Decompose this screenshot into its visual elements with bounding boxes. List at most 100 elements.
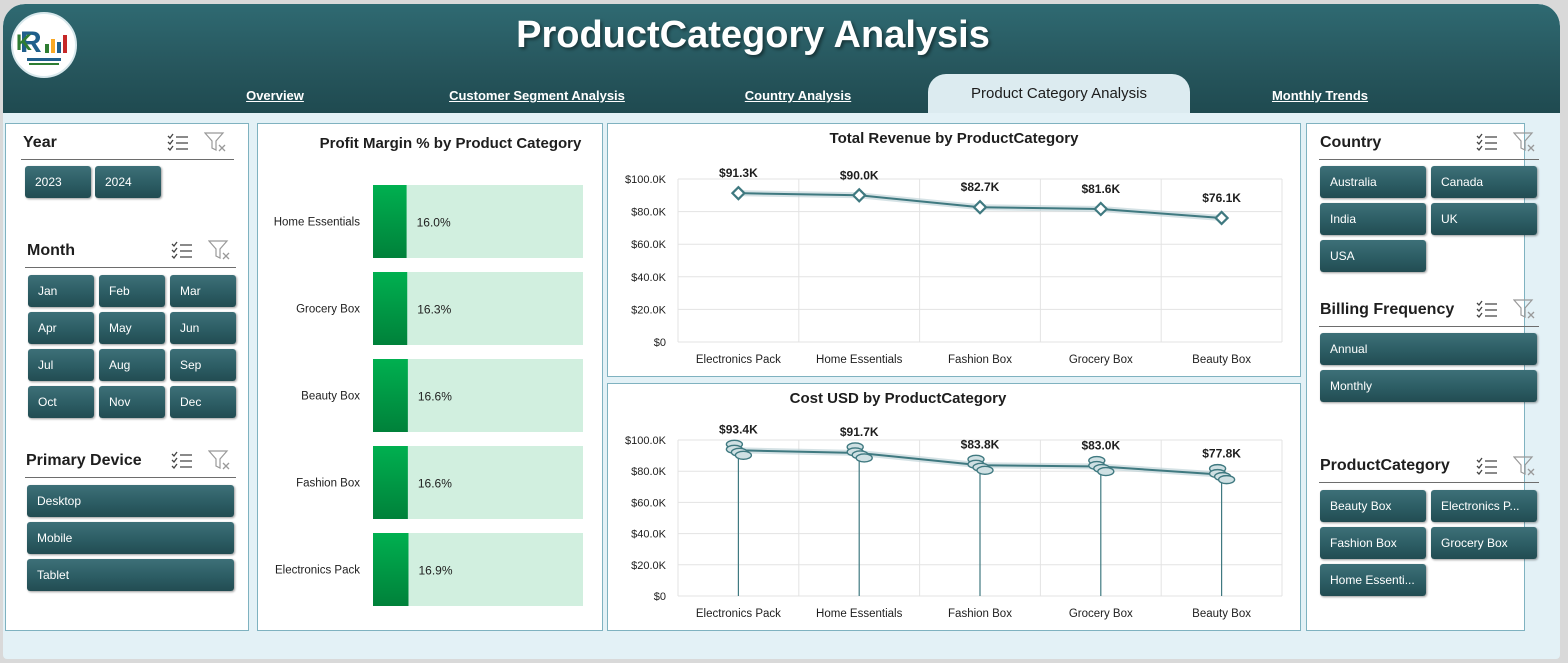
y-tick-label: $20.0K xyxy=(631,304,667,316)
month-sep-button[interactable]: Sep xyxy=(170,349,236,381)
year-2023-button[interactable]: 2023 xyxy=(25,166,91,198)
bar-value-label: 16.6% xyxy=(418,390,452,404)
billing-annual-button[interactable]: Annual xyxy=(1320,333,1537,365)
coin-stack-marker[interactable] xyxy=(1208,463,1236,485)
category-electronics-pack-button[interactable]: Electronics P... xyxy=(1431,490,1537,522)
data-point-marker[interactable] xyxy=(972,199,988,215)
multi-select-icon[interactable] xyxy=(1475,132,1499,152)
month-dec-button[interactable]: Dec xyxy=(170,386,236,418)
tab-customer-segment-analysis[interactable]: Customer Segment Analysis xyxy=(449,88,625,103)
y-tick-label: $100.0K xyxy=(625,435,667,447)
bar-category-label: Home Essentials xyxy=(274,217,361,229)
bar-electronics-pack[interactable] xyxy=(373,533,409,606)
month-oct-button[interactable]: Oct xyxy=(28,386,94,418)
slicer-divider xyxy=(1319,159,1539,160)
x-tick-label: Fashion Box xyxy=(948,608,1012,620)
data-point-marker[interactable] xyxy=(1093,201,1109,217)
country-india-button[interactable]: India xyxy=(1320,203,1426,235)
x-tick-label: Home Essentials xyxy=(816,608,903,620)
bar-grocery-box[interactable] xyxy=(373,272,408,345)
x-tick-label: Electronics Pack xyxy=(696,354,781,366)
month-may-button[interactable]: May xyxy=(99,312,165,344)
y-tick-label: $60.0K xyxy=(631,497,667,509)
country-canada-button[interactable]: Canada xyxy=(1431,166,1537,198)
slicer-divider xyxy=(25,477,236,478)
data-label: $82.7K xyxy=(961,180,1000,194)
data-label: $76.1K xyxy=(1202,191,1241,205)
x-tick-label: Beauty Box xyxy=(1192,608,1251,620)
month-jun-button[interactable]: Jun xyxy=(170,312,236,344)
clear-filter-icon[interactable] xyxy=(208,240,232,260)
tab-product-category-analysis[interactable]: Product Category Analysis xyxy=(928,74,1190,113)
tab-overview[interactable]: Overview xyxy=(246,88,304,103)
bar-category-label: Electronics Pack xyxy=(275,565,360,577)
month-aug-button[interactable]: Aug xyxy=(99,349,165,381)
data-label: $93.4K xyxy=(719,422,758,436)
month-nov-button[interactable]: Nov xyxy=(99,386,165,418)
cost-chart-panel: Cost USD by ProductCategory $0 $20.0K $40.… xyxy=(607,383,1301,631)
slicer-divider xyxy=(21,159,234,160)
data-point-marker[interactable] xyxy=(851,187,867,203)
svg-text:R: R xyxy=(20,26,42,59)
bar-home-essentials[interactable] xyxy=(373,185,407,258)
bar-beauty-box[interactable] xyxy=(373,359,408,432)
category-home-essentials-button[interactable]: Home Essenti... xyxy=(1320,564,1426,596)
tab-country-analysis[interactable]: Country Analysis xyxy=(744,88,852,103)
coin-stack-marker[interactable] xyxy=(1088,455,1115,477)
country-uk-button[interactable]: UK xyxy=(1431,203,1537,235)
clear-filter-icon[interactable] xyxy=(208,450,232,470)
bar-value-label: 16.9% xyxy=(418,564,452,578)
multi-select-icon[interactable] xyxy=(1475,456,1499,476)
multi-select-icon[interactable] xyxy=(170,450,194,470)
coin-stack-marker[interactable] xyxy=(967,454,994,475)
category-fashion-box-button[interactable]: Fashion Box xyxy=(1320,527,1426,559)
clear-filter-icon[interactable] xyxy=(1513,132,1537,152)
month-jul-button[interactable]: Jul xyxy=(28,349,94,381)
category-grocery-box-button[interactable]: Grocery Box xyxy=(1431,527,1537,559)
billing-monthly-button[interactable]: Monthly xyxy=(1320,370,1537,402)
page-title: ProductCategory Analysis xyxy=(516,14,990,56)
profit-margin-chart-title: Profit Margin % by Product Category xyxy=(319,135,582,152)
country-slicer-title: Country xyxy=(1320,134,1382,151)
bar-value-label: 16.0% xyxy=(417,216,451,230)
data-label: $91.7K xyxy=(840,425,879,439)
device-tablet-button[interactable]: Tablet xyxy=(27,559,234,591)
x-tick-label: Grocery Box xyxy=(1069,608,1133,620)
country-australia-button[interactable]: Australia xyxy=(1320,166,1426,198)
clear-filter-icon[interactable] xyxy=(1513,456,1537,476)
clear-filter-icon[interactable] xyxy=(1513,299,1537,319)
tab-monthly-trends[interactable]: Monthly Trends xyxy=(1271,88,1369,103)
country-usa-button[interactable]: USA xyxy=(1320,240,1426,272)
data-label: $83.8K xyxy=(961,437,1000,451)
multi-select-icon[interactable] xyxy=(170,240,194,260)
coin-stack-marker[interactable] xyxy=(725,439,753,460)
x-tick-label: Beauty Box xyxy=(1192,354,1251,366)
svg-text:K: K xyxy=(16,30,32,55)
year-2024-button[interactable]: 2024 xyxy=(95,166,161,198)
y-tick-label: $0 xyxy=(654,337,666,349)
month-apr-button[interactable]: Apr xyxy=(28,312,94,344)
bar-category-label: Beauty Box xyxy=(301,391,360,403)
device-desktop-button[interactable]: Desktop xyxy=(27,485,234,517)
clear-filter-icon[interactable] xyxy=(204,132,228,152)
cost-chart-title: Cost USD by ProductCategory xyxy=(789,390,1007,407)
month-jan-button[interactable]: Jan xyxy=(28,275,94,307)
multi-select-icon[interactable] xyxy=(1475,299,1499,319)
category-beauty-box-button[interactable]: Beauty Box xyxy=(1320,490,1426,522)
month-feb-button[interactable]: Feb xyxy=(99,275,165,307)
dashboard: R K ProductCategory Analysis Overview Cu… xyxy=(3,4,1560,659)
data-point-marker[interactable] xyxy=(730,185,746,201)
bar-fashion-box[interactable] xyxy=(373,446,408,519)
bar-category-label: Fashion Box xyxy=(296,478,360,490)
data-label: $81.6K xyxy=(1081,182,1120,196)
bar-track-fashion-box xyxy=(373,446,583,519)
multi-select-icon[interactable] xyxy=(166,132,190,152)
profit-margin-bar-chart: Home Essentials 16.0% Grocery Box 16.3% Beau… xyxy=(274,185,583,606)
data-point-marker[interactable] xyxy=(1214,210,1230,226)
company-logo: R K xyxy=(11,12,77,78)
coin-stack-marker[interactable] xyxy=(846,442,873,463)
product-category-slicer-title: ProductCategory xyxy=(1320,457,1450,474)
y-tick-label: $20.0K xyxy=(631,560,667,572)
device-mobile-button[interactable]: Mobile xyxy=(27,522,234,554)
month-mar-button[interactable]: Mar xyxy=(170,275,236,307)
